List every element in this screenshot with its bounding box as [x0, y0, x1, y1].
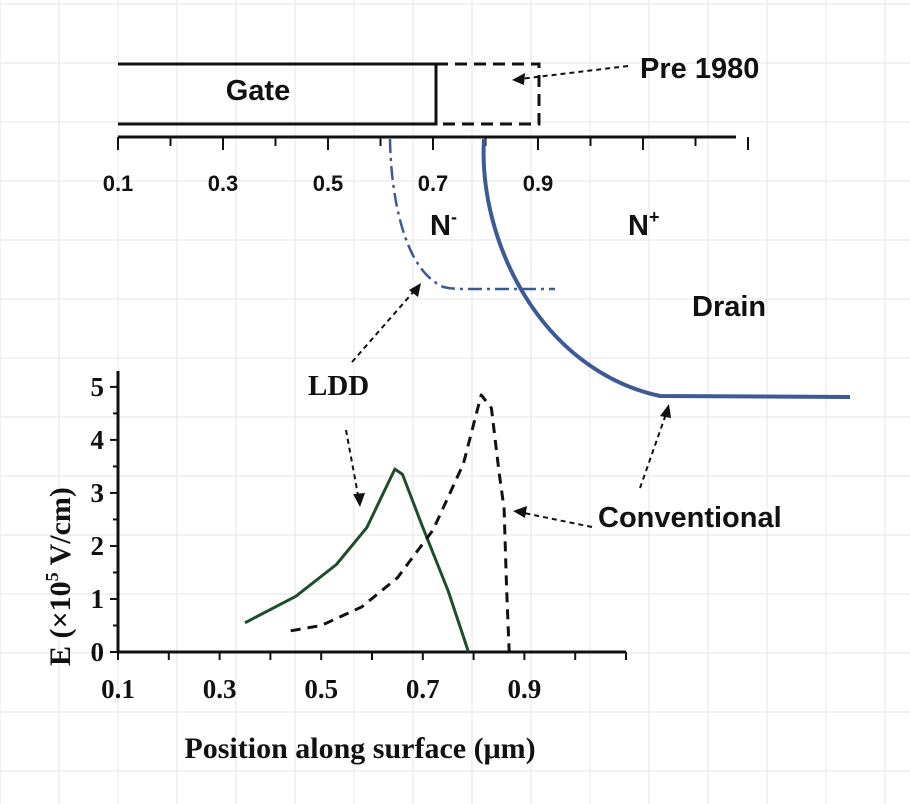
y-axis-label-superscript: 5	[42, 572, 62, 581]
n-plus-superscript: +	[649, 207, 660, 227]
top-axis-tick-label: 0.7	[418, 171, 449, 196]
y-axis-tick-label: 3	[91, 478, 105, 508]
ldd-arrow-to-curve	[345, 429, 359, 496]
y-axis-tick-label: 5	[91, 372, 105, 402]
x-axis-tick-label: 0.9	[508, 674, 542, 704]
x-axis-label: Position along surface (μm)	[184, 732, 535, 765]
series-conventional-curve	[290, 393, 511, 653]
x-axis-tick-label: 0.7	[406, 674, 440, 704]
n-plus-label: N+	[628, 207, 659, 242]
x-axis-tick-label: 0.3	[203, 674, 237, 704]
gate-label: Gate	[226, 75, 290, 107]
pre1980-arrow	[519, 65, 629, 80]
conventional-arrow-to-curve	[523, 512, 593, 528]
pre1980-arrowhead	[512, 73, 525, 85]
y-axis-label-tail: V/cm)	[44, 487, 77, 572]
x-axis-tick-label: 0.1	[101, 674, 135, 704]
y-axis-tick-label: 2	[91, 531, 105, 561]
chart-axes: 0.1 0.3 0.5 0.7 0.9 0 1 2 3 4 5	[91, 371, 627, 704]
top-axis-tick-label: 0.9	[523, 171, 554, 196]
n-minus-superscript: -	[451, 207, 457, 227]
y-axis-tick-label: 0	[91, 637, 105, 667]
electric-field-chart: 0.1 0.3 0.5 0.7 0.9 0 1 2 3 4 5 Position along sur…	[42, 371, 627, 765]
top-axis-tick-label: 0.3	[208, 171, 239, 196]
n-minus-text: N	[430, 210, 451, 242]
gate-outline	[118, 62, 438, 126]
drain-label: Drain	[692, 291, 766, 323]
chart-series	[244, 393, 511, 653]
pre1980-label: Pre 1980	[640, 53, 759, 85]
conventional-label: Conventional	[598, 502, 782, 534]
y-axis-label-main: E (×10	[44, 581, 77, 666]
top-axis-ticks: 0.1 0.3 0.5 0.7 0.9	[103, 137, 749, 196]
ldd-arrowhead-curve	[353, 493, 365, 507]
series-ldd-curve	[244, 467, 470, 653]
ldd-label: LDD	[308, 370, 369, 402]
top-axis-tick-label: 0.1	[103, 171, 134, 196]
n-plus-text: N	[628, 210, 649, 242]
ldd-arrow-to-junction	[351, 289, 416, 363]
ldd-n-minus-junction	[388, 138, 555, 291]
annotations: LDD Conventional	[308, 283, 782, 534]
y-axis-tick-label: 1	[91, 584, 105, 614]
conventional-n-plus-junction	[481, 138, 851, 399]
top-axis-tick-label: 0.5	[313, 171, 344, 196]
y-axis-tick-label: 4	[91, 425, 105, 455]
device-cross-section: Gate Pre 1980 0.1 0.3 0.5 0.7 0.9 N- N+ Drai…	[103, 53, 851, 399]
conventional-arrow-to-junction	[639, 413, 667, 489]
conventional-arrowhead-junction	[660, 404, 671, 418]
y-axis-label: E (×105 V/cm)	[42, 487, 77, 666]
x-axis-tick-label: 0.5	[304, 674, 338, 704]
ldd-arrowhead-junction	[409, 283, 421, 297]
conventional-arrowhead-curve	[513, 506, 527, 518]
n-minus-label: N-	[430, 207, 457, 242]
pre1980-gate-extension	[436, 62, 541, 126]
